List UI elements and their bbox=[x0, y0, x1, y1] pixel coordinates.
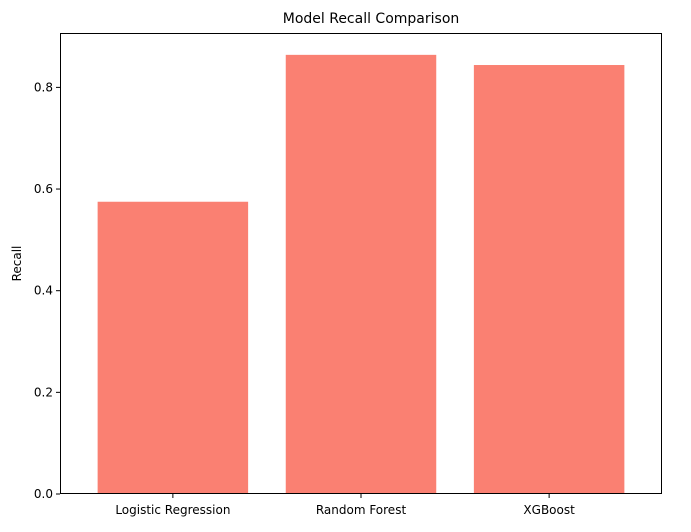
plot-frame bbox=[60, 33, 662, 494]
y-tick-label: 0.2 bbox=[34, 385, 53, 399]
chart-title: Model Recall Comparison bbox=[283, 11, 460, 27]
y-tick-label: 0.8 bbox=[34, 80, 53, 94]
y-axis-label: Recall bbox=[10, 246, 24, 282]
x-tick-label: Logistic Regression bbox=[115, 503, 230, 517]
bar-random-forest bbox=[285, 54, 437, 495]
x-tick-label: Random Forest bbox=[316, 503, 407, 517]
bar-xgboost bbox=[473, 65, 625, 495]
y-tick-label: 0.6 bbox=[34, 182, 53, 196]
x-axis-ticks: Logistic Regression Random Forest XGBoost bbox=[115, 494, 575, 517]
bar-logistic-regression bbox=[97, 201, 249, 495]
bars-group bbox=[97, 54, 625, 495]
y-tick-label: 0.0 bbox=[34, 487, 53, 501]
y-tick-label: 0.4 bbox=[34, 284, 53, 298]
x-tick-label: XGBoost bbox=[523, 503, 575, 517]
y-axis-ticks: 0.0 0.2 0.4 0.6 0.8 bbox=[34, 80, 60, 501]
